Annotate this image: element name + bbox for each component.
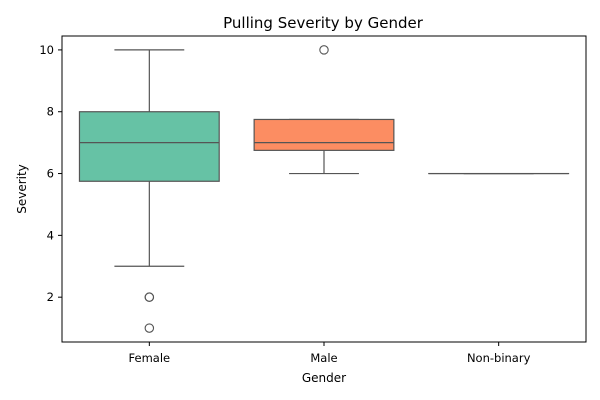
y-tick-label: 6 — [47, 167, 54, 181]
x-axis-label: Gender — [302, 371, 346, 385]
x-tick-label-female: Female — [129, 351, 171, 365]
y-tick-label: 8 — [47, 105, 54, 119]
box-male — [253, 45, 395, 175]
y-axis: 2 4 6 8 10 — [39, 43, 62, 304]
x-tick-label-non-binary: Non-binary — [467, 351, 531, 365]
plot-area — [78, 45, 570, 333]
y-axis-label: Severity — [15, 164, 29, 214]
box-female — [78, 49, 220, 333]
x-tick-label-male: Male — [310, 351, 337, 365]
box-body — [253, 118, 395, 151]
outlier-point — [144, 323, 155, 333]
plot-frame — [61, 35, 587, 343]
outlier-point — [144, 292, 155, 302]
chart-title: Pulling Severity by Gender — [223, 14, 424, 32]
y-tick-label: 4 — [47, 228, 54, 242]
x-axis: Female Male Non-binary — [129, 342, 531, 365]
outlier-point — [319, 45, 329, 55]
y-tick-label: 2 — [47, 290, 54, 304]
y-tick-label: 10 — [39, 43, 54, 57]
box-body — [78, 111, 220, 182]
